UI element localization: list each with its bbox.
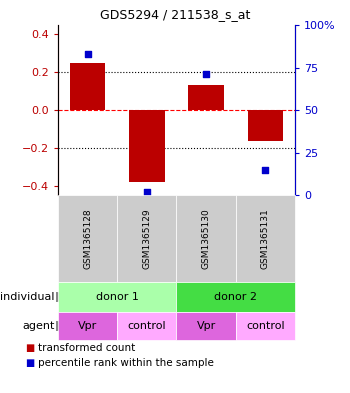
- Text: transformed count: transformed count: [38, 343, 135, 353]
- Text: Vpr: Vpr: [78, 321, 97, 331]
- Text: GDS5294 / 211538_s_at: GDS5294 / 211538_s_at: [100, 8, 250, 21]
- Text: ■: ■: [25, 358, 34, 368]
- Point: [203, 71, 209, 77]
- Point: [262, 166, 268, 173]
- Bar: [70, 63, 105, 110]
- Text: Vpr: Vpr: [196, 321, 216, 331]
- Text: ■: ■: [25, 343, 34, 353]
- Text: agent: agent: [22, 321, 55, 331]
- Bar: [188, 85, 224, 110]
- Text: GSM1365128: GSM1365128: [83, 208, 92, 269]
- Text: GSM1365131: GSM1365131: [261, 208, 270, 269]
- Text: GSM1365130: GSM1365130: [202, 208, 211, 269]
- Bar: [247, 110, 283, 141]
- Bar: [129, 110, 164, 182]
- Text: control: control: [246, 321, 285, 331]
- Polygon shape: [56, 292, 74, 301]
- Text: GSM1365129: GSM1365129: [142, 208, 151, 269]
- Text: donor 2: donor 2: [214, 292, 257, 302]
- Point: [85, 51, 90, 57]
- Text: percentile rank within the sample: percentile rank within the sample: [38, 358, 214, 368]
- Text: control: control: [127, 321, 166, 331]
- Text: individual: individual: [0, 292, 55, 302]
- Point: [144, 189, 150, 195]
- Text: donor 1: donor 1: [96, 292, 139, 302]
- Polygon shape: [56, 321, 74, 331]
